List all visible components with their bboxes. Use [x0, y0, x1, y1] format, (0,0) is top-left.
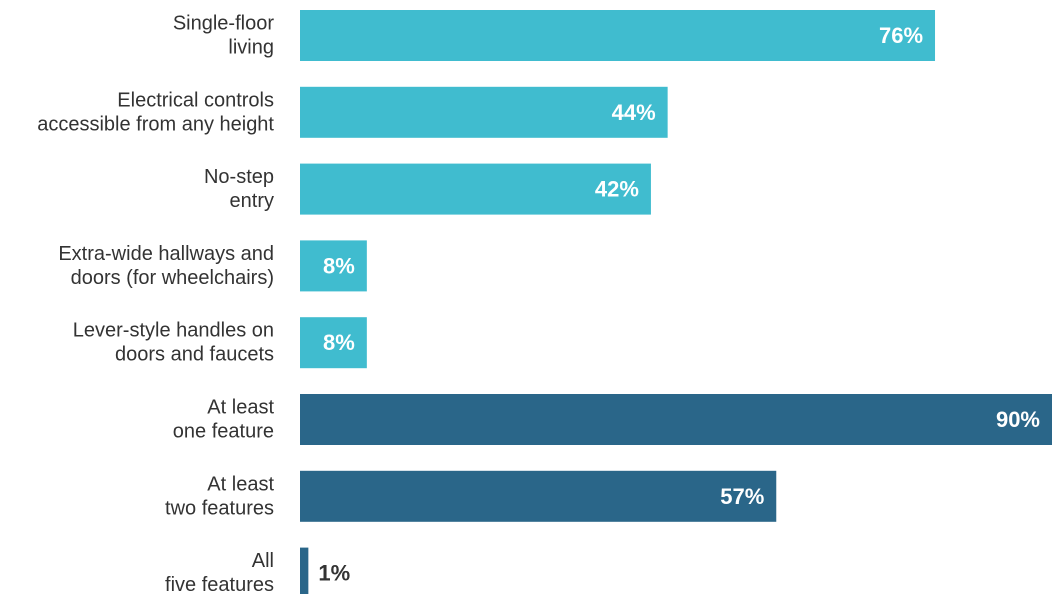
category-label-3: Extra-wide hallways and doors (for wheelc…: [58, 243, 274, 289]
value-label-2: 42%: [595, 177, 639, 202]
value-label-4: 8%: [323, 330, 355, 355]
value-label-0: 76%: [879, 23, 923, 48]
bar-0: [300, 10, 935, 61]
category-label-6: At least two features: [165, 473, 274, 519]
category-label-7: All five features: [165, 550, 274, 594]
bar-7: [300, 548, 308, 594]
value-label-5: 90%: [996, 407, 1040, 432]
category-label-1: Electrical controls accessible from any h…: [37, 89, 274, 135]
value-label-3: 8%: [323, 253, 355, 278]
category-label-2: No-step entry: [204, 166, 274, 212]
category-label-5: At least one feature: [173, 397, 275, 443]
value-label-7: 1%: [318, 561, 350, 586]
value-label-1: 44%: [612, 100, 656, 125]
value-label-6: 57%: [720, 484, 764, 509]
bar-6: [300, 471, 776, 522]
bar-5: [300, 394, 1052, 445]
category-label-0: Single-floor living: [173, 13, 275, 59]
category-label-4: Lever-style handles on doors and faucets: [73, 320, 274, 366]
